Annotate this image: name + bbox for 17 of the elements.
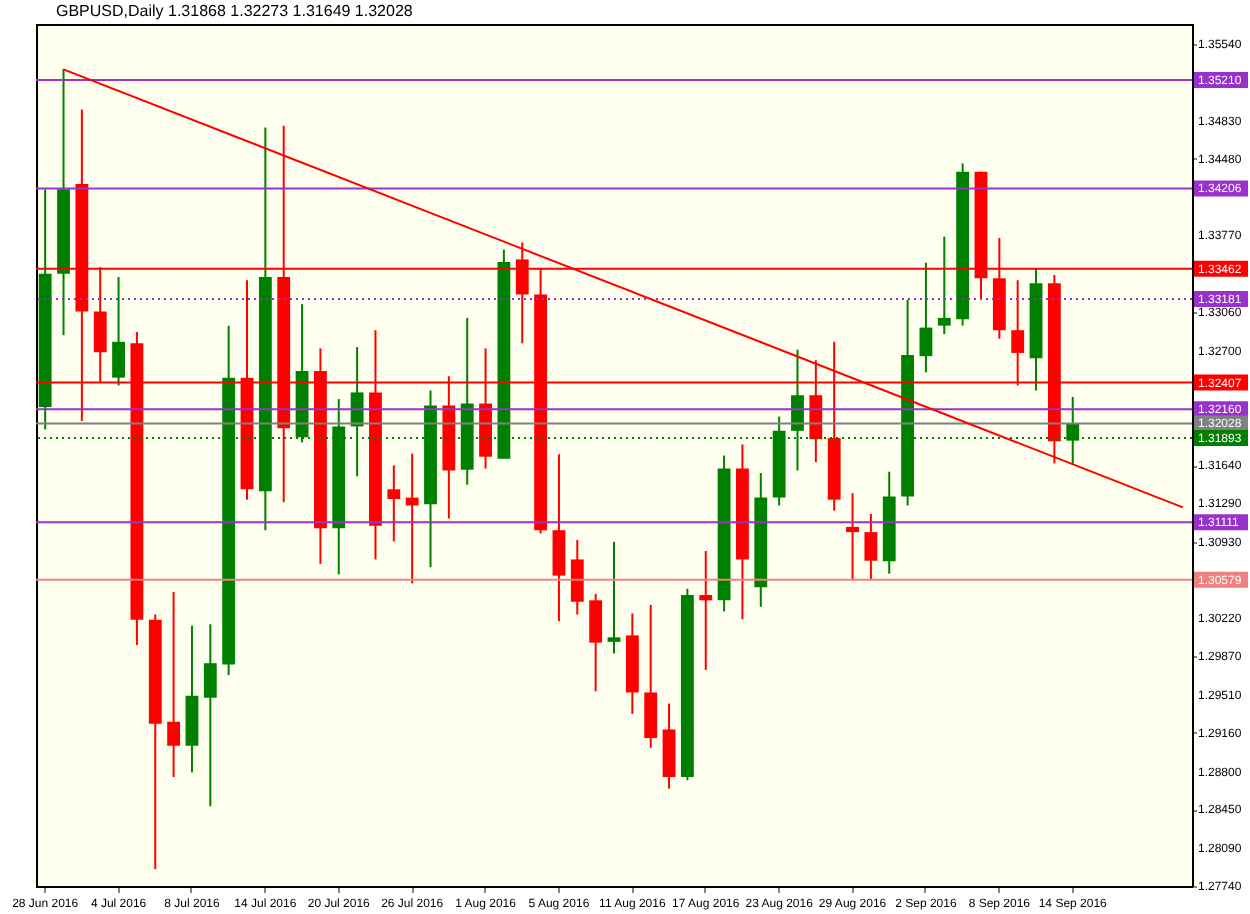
candlestick <box>203 623 217 808</box>
candlestick <box>662 702 676 790</box>
candlestick <box>699 550 713 671</box>
candlestick <box>387 464 401 543</box>
candlestick <box>552 453 566 623</box>
candlestick <box>919 261 933 374</box>
candlestick <box>112 275 125 387</box>
candlestick <box>937 235 951 336</box>
chart-title: GBPUSD,Daily 1.31868 1.32273 1.31649 1.32028 <box>56 2 414 20</box>
candlestick <box>607 540 621 655</box>
candlestick <box>589 592 603 693</box>
candlestick <box>846 492 859 582</box>
candlestick <box>167 590 181 779</box>
candlestick <box>405 452 419 585</box>
candlestick <box>570 538 584 616</box>
candlestick <box>864 513 878 582</box>
candlestick <box>644 603 658 749</box>
